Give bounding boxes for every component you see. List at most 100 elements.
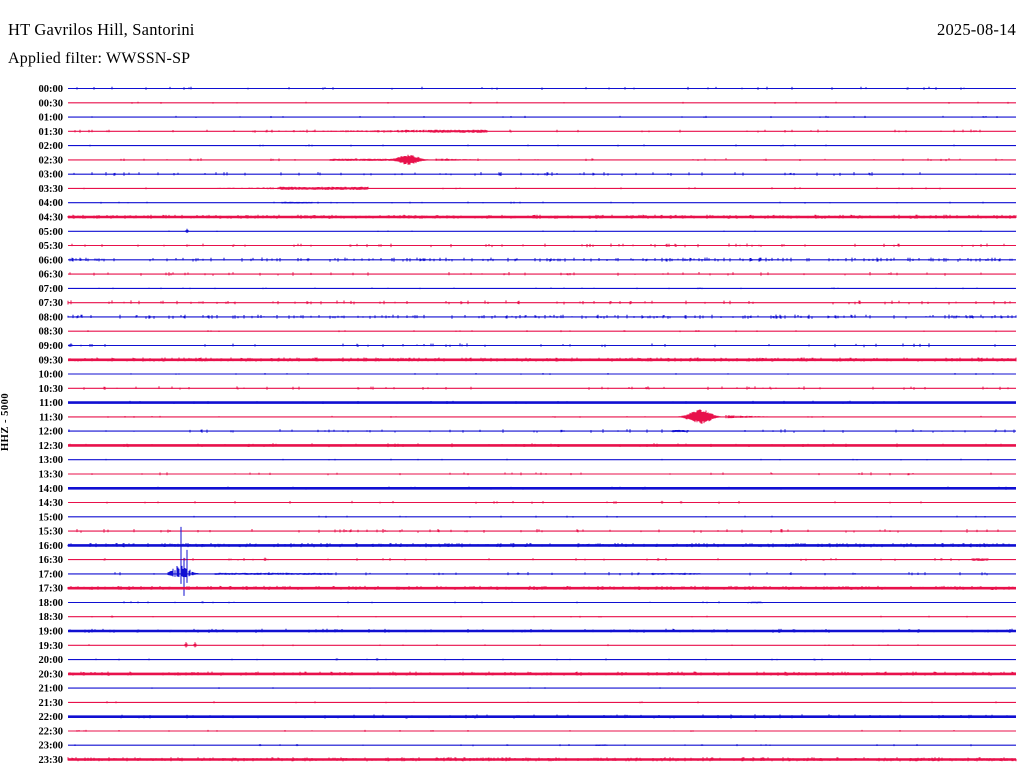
trace-row-label: 02:30 — [39, 155, 64, 166]
trace-row-label: 05:00 — [39, 227, 64, 238]
trace-row — [67, 757, 1017, 762]
trace-row-label: 14:30 — [39, 498, 64, 509]
trace-row — [68, 343, 996, 348]
trace-row — [67, 543, 1010, 548]
trace-row — [91, 115, 998, 118]
trace-row-label: 10:30 — [39, 384, 64, 395]
trace-row-label: 00:30 — [39, 98, 64, 109]
trace-row — [68, 357, 1017, 362]
trace-row-label: 11:00 — [39, 398, 63, 409]
trace-row — [130, 373, 994, 375]
trace-row-label: 01:00 — [39, 113, 64, 124]
trace-row — [88, 642, 919, 648]
trace-row-label: 17:00 — [39, 569, 64, 580]
trace-row-label: 04:00 — [39, 198, 64, 209]
trace-row — [193, 515, 986, 518]
trace-row — [74, 744, 972, 747]
trace-row-label: 06:00 — [39, 255, 64, 266]
trace-row — [91, 615, 968, 618]
trace-row — [67, 314, 1017, 319]
trace-row — [89, 144, 955, 147]
trace-row-label: 11:30 — [39, 412, 63, 423]
trace-row — [120, 154, 1003, 165]
trace-row-label: 22:30 — [39, 727, 64, 738]
trace-row-label: 05:30 — [39, 241, 64, 252]
station-title: HT Gavrilos Hill, Santorini — [8, 20, 195, 39]
trace-row-label: 15:00 — [39, 512, 64, 523]
trace-row — [105, 458, 989, 461]
trace-row — [95, 658, 871, 661]
trace-row-label: 19:30 — [39, 641, 64, 652]
trace-row — [107, 409, 982, 424]
trace-row — [76, 529, 999, 533]
trace-row-label: 03:00 — [39, 170, 64, 181]
trace-row — [69, 257, 1013, 262]
trace-row — [98, 287, 978, 290]
trace-row — [73, 172, 1011, 176]
trace-row-label: 00:00 — [39, 84, 64, 95]
trace-row — [151, 687, 661, 689]
trace-row-label: 09:30 — [39, 355, 64, 366]
trace-row — [69, 628, 1013, 633]
trace-row — [91, 472, 992, 476]
trace-row — [100, 201, 984, 204]
trace-row — [69, 671, 1016, 676]
trace-row — [71, 243, 1005, 248]
trace-row-label: 19:00 — [39, 627, 64, 638]
trace-row — [67, 300, 1011, 305]
trace-row-label: 16:00 — [39, 541, 64, 552]
trace-row-label: 17:30 — [39, 584, 64, 595]
trace-row-label: 07:00 — [39, 284, 64, 295]
trace-row-label: 20:00 — [39, 655, 64, 666]
trace-row-label: 07:30 — [39, 298, 64, 309]
trace-row-label: 10:00 — [39, 370, 64, 381]
trace-row-label: 15:30 — [39, 527, 64, 538]
trace-row — [104, 714, 1008, 719]
trace-row-label: 12:00 — [39, 427, 64, 438]
trace-row — [69, 443, 1002, 448]
trace-row — [123, 601, 763, 604]
trace-row-label: 21:00 — [39, 684, 64, 695]
trace-row — [69, 272, 982, 276]
trace-row — [98, 400, 900, 404]
trace-row-label: 13:30 — [39, 470, 64, 481]
trace-row — [76, 86, 965, 90]
trace-row-label: 18:30 — [39, 612, 64, 623]
trace-row-label: 04:30 — [39, 213, 64, 224]
trace-row-label: 21:30 — [39, 698, 64, 709]
trace-row-label: 03:30 — [39, 184, 64, 195]
trace-row — [74, 129, 981, 133]
trace-row-label: 12:30 — [39, 441, 64, 452]
trace-row-label: 16:30 — [39, 555, 64, 566]
trace-row — [87, 330, 997, 333]
trace-row-label: 23:30 — [39, 755, 64, 766]
trace-row — [157, 486, 1007, 490]
trace-row — [131, 101, 1009, 104]
trace-row — [83, 386, 1009, 390]
trace-row-label: 20:30 — [39, 669, 64, 680]
trace-row — [103, 557, 989, 561]
trace-row-label: 14:00 — [39, 484, 64, 495]
applied-filter-label: Applied filter: WWSSN-SP — [8, 50, 191, 67]
trace-row — [67, 214, 1017, 219]
trace-row-label: 23:00 — [39, 741, 64, 752]
trace-row-label: 22:00 — [39, 712, 64, 723]
trace-row-label: 08:30 — [39, 327, 64, 338]
trace-row — [68, 429, 1015, 433]
trace-row — [168, 228, 982, 233]
trace-row — [106, 701, 997, 704]
trace-row — [83, 186, 941, 190]
trace-row — [114, 526, 988, 596]
trace-row-label: 09:00 — [39, 341, 64, 352]
trace-row — [76, 729, 955, 732]
trace-row-label: 18:00 — [39, 598, 64, 609]
trace-row-label: 08:00 — [39, 312, 64, 323]
trace-row-label: 06:30 — [39, 270, 64, 281]
trace-row-label: 13:00 — [39, 455, 64, 466]
record-date: 2025-08-14 — [937, 20, 1016, 39]
trace-row — [67, 585, 1014, 590]
trace-row — [106, 500, 922, 504]
trace-row-label: 01:30 — [39, 127, 64, 138]
